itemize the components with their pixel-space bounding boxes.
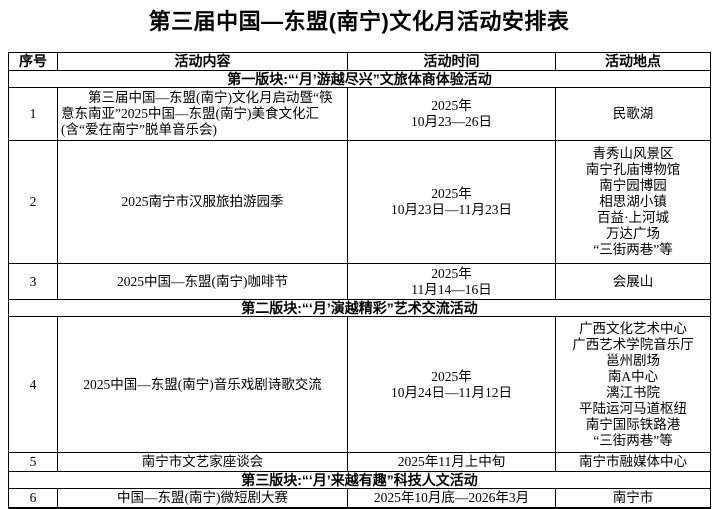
table-row: 6 中国—东盟(南宁)微短剧大赛 2025年10月底—2026年3月 南宁市 (8, 488, 711, 509)
cell-content: 2025中国—东盟(南宁)音乐戏剧诗歌交流 (57, 316, 348, 453)
table-row: 5 南宁市文艺家座谈会 2025年11月上中旬 南宁市融媒体中心 (8, 452, 711, 472)
cell-time: 2025年 10月23日—11月23日 (347, 140, 556, 264)
table-row: 1 第三届中国—东盟(南宁)文化月启动暨“筷意东南亚”2025中国—东盟(南宁)… (8, 87, 711, 141)
cell-time: 2025年 11月14—16日 (347, 263, 556, 300)
cell-content: 2025南宁市汉服旅拍游园季 (57, 140, 348, 264)
cell-no: 4 (8, 316, 58, 453)
column-header-time: 活动时间 (347, 52, 556, 71)
cell-time: 2025年 10月24日—11月12日 (347, 316, 556, 453)
cell-location: 青秀山风景区 南宁孔庙博物馆 南宁园博园 相思湖小镇 百益·上河城 万达广场 “… (555, 140, 711, 264)
column-header-no: 序号 (8, 52, 58, 71)
activity-schedule-table: 序号 活动内容 活动时间 活动地点 第一版块:“‘月’游越尽兴”文旅体商体验活动… (8, 52, 711, 509)
section-row-3: 第三版块:“‘月’来越有趣”科技人文活动 (8, 471, 711, 489)
table-row: 2 2025南宁市汉服旅拍游园季 2025年 10月23日—11月23日 青秀山… (8, 140, 711, 264)
section-row-1: 第一版块:“‘月’游越尽兴”文旅体商体验活动 (8, 70, 711, 88)
cell-time: 2025年11月上中旬 (347, 452, 556, 472)
cell-location: 会展山 (555, 263, 711, 300)
cell-location: 民歌湖 (555, 87, 711, 141)
table-row: 3 2025中国—东盟(南宁)咖啡节 2025年 11月14—16日 会展山 (8, 263, 711, 300)
table-header-row: 序号 活动内容 活动时间 活动地点 (8, 52, 711, 71)
cell-content: 南宁市文艺家座谈会 (57, 452, 348, 472)
section-label: 第二版块:“‘月’演越精彩”艺术交流活动 (8, 299, 711, 317)
cell-time: 2025年 10月23—26日 (347, 87, 556, 141)
cell-location: 南宁市 (555, 488, 711, 509)
section-row-2: 第二版块:“‘月’演越精彩”艺术交流活动 (8, 299, 711, 317)
section-label: 第一版块:“‘月’游越尽兴”文旅体商体验活动 (8, 70, 711, 88)
cell-time: 2025年10月底—2026年3月 (347, 488, 556, 509)
cell-content: 中国—东盟(南宁)微短剧大赛 (57, 488, 348, 509)
column-header-content: 活动内容 (57, 52, 348, 71)
cell-no: 5 (8, 452, 58, 472)
column-header-location: 活动地点 (555, 52, 711, 71)
cell-location: 南宁市融媒体中心 (555, 452, 711, 472)
cell-content: 2025中国—东盟(南宁)咖啡节 (57, 263, 348, 300)
section-label: 第三版块:“‘月’来越有趣”科技人文活动 (8, 471, 711, 489)
page-title: 第三届中国—东盟(南宁)文化月活动安排表 (148, 9, 570, 34)
cell-no: 1 (8, 87, 58, 141)
cell-no: 2 (8, 140, 58, 264)
cell-no: 6 (8, 488, 58, 509)
cell-location: 广西文化艺术中心 广西艺术学院音乐厅 邕州剧场 南A中心 漓江书院 平陆运河马道… (555, 316, 711, 453)
table-row: 4 2025中国—东盟(南宁)音乐戏剧诗歌交流 2025年 10月24日—11月… (8, 316, 711, 453)
document-page: { "page": { "title": "第三届中国—东盟(南宁)文化月活动安… (0, 9, 718, 509)
cell-no: 3 (8, 263, 58, 300)
cell-content: 第三届中国—东盟(南宁)文化月启动暨“筷意东南亚”2025中国—东盟(南宁)美食… (57, 87, 348, 141)
